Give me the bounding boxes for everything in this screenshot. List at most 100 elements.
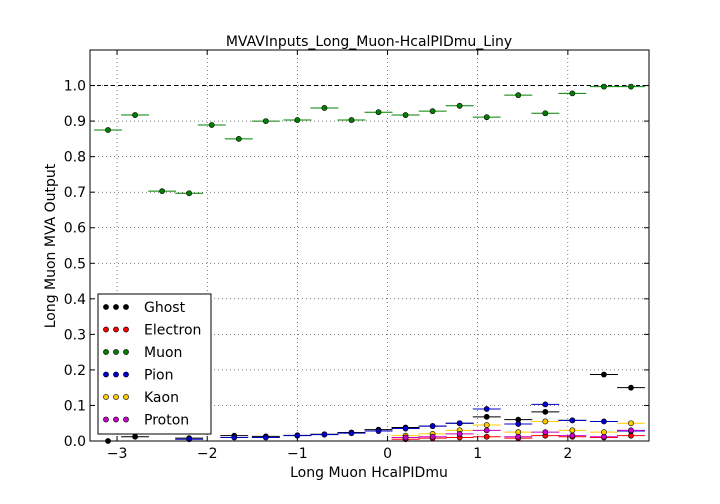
x-tick-label: 2 <box>563 446 572 462</box>
legend-label: Muon <box>144 345 182 361</box>
data-point <box>628 427 634 434</box>
legend-marker <box>103 394 109 400</box>
legend-marker <box>103 416 109 423</box>
legend-marker <box>113 394 119 400</box>
x-tick-label: −3 <box>107 446 128 462</box>
legend-label: Electron <box>144 323 201 339</box>
data-point <box>569 90 576 97</box>
legend-marker <box>123 349 129 355</box>
legend-label: Ghost <box>144 300 186 316</box>
legend-marker <box>123 326 129 333</box>
x-tick-label: 1 <box>473 446 482 462</box>
legend-marker <box>123 371 129 378</box>
data-point <box>375 428 382 434</box>
data-point <box>294 117 301 123</box>
y-tick-label: 0.6 <box>64 221 86 237</box>
legend-marker <box>113 326 119 333</box>
data-point <box>429 433 436 440</box>
legend-marker <box>113 416 119 423</box>
data-point <box>132 433 138 440</box>
y-tick-label: 0.8 <box>64 150 86 166</box>
legend-marker <box>103 304 109 310</box>
data-point <box>402 112 409 118</box>
data-point <box>402 425 409 432</box>
data-point <box>483 406 490 412</box>
data-point <box>159 188 166 195</box>
data-point <box>542 408 549 415</box>
data-point <box>321 105 328 111</box>
legend-marker <box>113 304 119 310</box>
data-point <box>542 401 549 408</box>
legend-marker <box>123 304 129 310</box>
legend-label: Proton <box>144 413 189 429</box>
y-tick-label: 0.1 <box>64 398 86 414</box>
data-point <box>569 417 576 424</box>
series-proton <box>391 427 645 441</box>
plot-area-frame <box>89 49 650 442</box>
legend-marker <box>103 371 109 378</box>
series-pion <box>175 401 645 443</box>
legend-marker <box>113 371 119 378</box>
data-point <box>515 92 522 99</box>
data-point <box>601 371 607 378</box>
data-point <box>569 427 576 434</box>
data-point <box>375 109 382 116</box>
legend-marker <box>123 416 129 423</box>
legend-label: Kaon <box>144 390 179 406</box>
data-point <box>186 190 193 197</box>
data-point <box>628 83 634 90</box>
data-point <box>208 122 215 128</box>
legend: Ghost Electron Muon Pion Kaon Proton <box>97 293 212 435</box>
data-point <box>601 418 607 425</box>
data-point <box>321 431 328 438</box>
data-point <box>262 434 269 441</box>
y-tick-label: 0.9 <box>64 114 86 130</box>
data-point <box>483 413 490 420</box>
data-point <box>483 433 490 440</box>
data-point <box>429 423 436 429</box>
y-tick-label: 0.4 <box>64 292 86 308</box>
data-point <box>456 430 463 437</box>
data-point <box>132 112 138 118</box>
x-tick-label: −1 <box>287 446 308 462</box>
data-point <box>483 422 490 428</box>
y-tick-label: 0.0 <box>64 434 86 450</box>
data-point <box>456 420 463 427</box>
series-muon <box>94 83 645 197</box>
data-point <box>483 427 490 434</box>
y-tick-label: 0.5 <box>64 256 86 272</box>
data-point <box>456 102 463 109</box>
y-axis-label: Long Muon MVA Output <box>43 163 59 328</box>
data-point <box>628 420 634 427</box>
data-point <box>348 430 355 437</box>
data-point <box>483 114 490 121</box>
axis-ticks: −3 −2 −1 0 1 2 0.0 0.1 0.2 0.3 0.4 0.5 0.6 0.7 0.8 0.9 1… <box>64 50 649 462</box>
legend-marker <box>113 349 119 355</box>
data-point <box>542 110 549 117</box>
legend-marker <box>103 349 109 355</box>
data-point <box>515 421 522 427</box>
data-point <box>235 135 242 142</box>
x-axis-label: Long Muon HcalPIDmu <box>290 465 448 481</box>
data-point <box>348 117 355 123</box>
y-tick-label: 0.3 <box>64 327 86 343</box>
legend-box <box>97 293 212 435</box>
y-tick-label: 0.7 <box>64 185 86 201</box>
data-point <box>542 429 549 436</box>
x-tick-label: −2 <box>197 446 218 462</box>
legend-marker <box>103 326 109 333</box>
data-point <box>105 127 111 133</box>
data-points-layer <box>94 83 645 444</box>
data-point <box>402 434 409 441</box>
y-tick-label: 1.0 <box>64 79 86 95</box>
y-tick-label: 0.2 <box>64 363 86 379</box>
data-point <box>515 433 522 440</box>
data-point <box>601 433 607 440</box>
chart-title: MVAVInputs_Long_Muon-HcalPIDmu_Liny <box>226 34 512 50</box>
data-point <box>601 83 607 90</box>
legend-label: Pion <box>144 368 173 384</box>
data-point <box>231 434 238 441</box>
data-point <box>628 384 634 391</box>
x-tick-label: 0 <box>383 446 392 462</box>
